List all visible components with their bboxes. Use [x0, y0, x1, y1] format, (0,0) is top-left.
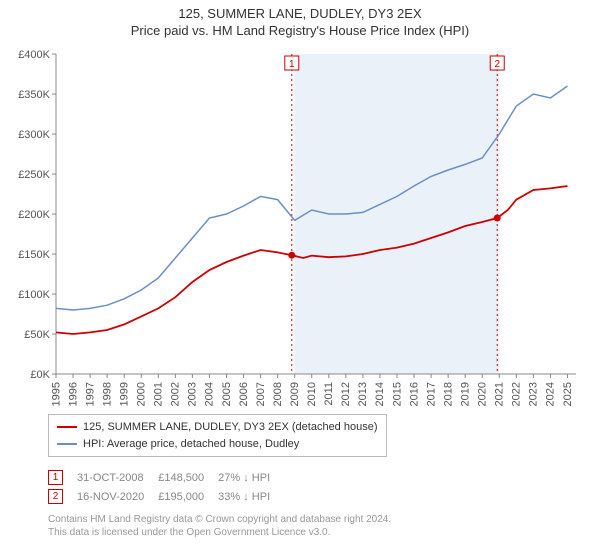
svg-text:2021: 2021 — [494, 382, 506, 406]
svg-text:2009: 2009 — [289, 382, 301, 406]
svg-text:2018: 2018 — [442, 382, 454, 406]
svg-text:£200K: £200K — [18, 209, 50, 221]
svg-text:1997: 1997 — [84, 382, 96, 406]
svg-text:2010: 2010 — [306, 382, 318, 406]
sale-delta: 27% ↓ HPI — [218, 469, 284, 486]
legend-item: HPI: Average price, detached house, Dudl… — [57, 436, 378, 453]
svg-text:2023: 2023 — [528, 382, 540, 406]
svg-text:2020: 2020 — [477, 382, 489, 406]
svg-text:2007: 2007 — [255, 382, 267, 406]
svg-text:1996: 1996 — [67, 382, 79, 406]
sale-badge: 1 — [48, 470, 63, 485]
legend-label: HPI: Average price, detached house, Dudl… — [83, 436, 299, 453]
sale-badge: 2 — [48, 489, 63, 504]
svg-text:1998: 1998 — [101, 382, 113, 406]
sale-delta: 33% ↓ HPI — [218, 488, 284, 505]
svg-text:2006: 2006 — [238, 382, 250, 406]
svg-text:£300K: £300K — [18, 129, 50, 141]
svg-text:£400K: £400K — [18, 49, 50, 61]
sale-row: 1 31-OCT-2008£148,50027% ↓ HPI — [48, 469, 284, 486]
svg-text:2: 2 — [494, 59, 500, 70]
svg-text:2004: 2004 — [204, 382, 216, 406]
legend-swatch — [57, 426, 77, 428]
svg-text:£50K: £50K — [24, 329, 50, 341]
chart-container: 125, SUMMER LANE, DUDLEY, DY3 2EX Price … — [0, 0, 600, 560]
svg-text:2000: 2000 — [136, 382, 148, 406]
legend-swatch — [57, 443, 77, 445]
attribution-line: This data is licensed under the Open Gov… — [48, 526, 592, 539]
sale-row: 2 16-NOV-2020£195,00033% ↓ HPI — [48, 488, 284, 505]
svg-text:2005: 2005 — [221, 382, 233, 406]
svg-text:2022: 2022 — [511, 382, 523, 406]
svg-text:2002: 2002 — [170, 382, 182, 406]
legend-item: 125, SUMMER LANE, DUDLEY, DY3 2EX (detac… — [57, 419, 378, 436]
svg-text:2003: 2003 — [187, 382, 199, 406]
sale-price: £195,000 — [158, 488, 218, 505]
attribution-line: Contains HM Land Registry data © Crown c… — [48, 513, 592, 526]
legend: 125, SUMMER LANE, DUDLEY, DY3 2EX (detac… — [48, 414, 387, 457]
svg-text:£100K: £100K — [18, 289, 50, 301]
svg-text:£150K: £150K — [18, 249, 50, 261]
chart-svg: £0K £50K £100K £150K £200K £250K £300K £350K £40… — [8, 46, 592, 406]
sale-price: £148,500 — [158, 469, 218, 486]
svg-text:1995: 1995 — [50, 382, 62, 406]
chart-area: £0K £50K £100K £150K £200K £250K £300K £350K £40… — [8, 46, 592, 406]
svg-text:1999: 1999 — [118, 382, 130, 406]
attribution: Contains HM Land Registry data © Crown c… — [48, 513, 592, 539]
sales-table: 1 31-OCT-2008£148,50027% ↓ HPI 2 16-NOV-202… — [48, 467, 284, 507]
svg-text:2012: 2012 — [340, 382, 352, 406]
svg-text:2015: 2015 — [391, 382, 403, 406]
svg-text:2001: 2001 — [153, 382, 165, 406]
sale-date: 31-OCT-2008 — [77, 469, 158, 486]
sale-date: 16-NOV-2020 — [77, 488, 158, 505]
svg-text:2024: 2024 — [545, 382, 557, 406]
svg-text:2011: 2011 — [323, 382, 335, 406]
svg-text:£0K: £0K — [30, 369, 50, 381]
svg-text:2014: 2014 — [374, 382, 386, 406]
chart-subtitle: Price paid vs. HM Land Registry's House … — [8, 23, 592, 38]
svg-text:2025: 2025 — [562, 382, 574, 406]
svg-text:2013: 2013 — [357, 382, 369, 406]
svg-text:1: 1 — [289, 59, 295, 70]
svg-text:2008: 2008 — [272, 382, 284, 406]
svg-text:£250K: £250K — [18, 169, 50, 181]
chart-title: 125, SUMMER LANE, DUDLEY, DY3 2EX — [8, 6, 592, 21]
svg-text:2019: 2019 — [459, 382, 471, 406]
svg-text:2016: 2016 — [408, 382, 420, 406]
svg-text:2017: 2017 — [425, 382, 437, 406]
legend-label: 125, SUMMER LANE, DUDLEY, DY3 2EX (detac… — [83, 419, 378, 436]
svg-text:£350K: £350K — [18, 89, 50, 101]
